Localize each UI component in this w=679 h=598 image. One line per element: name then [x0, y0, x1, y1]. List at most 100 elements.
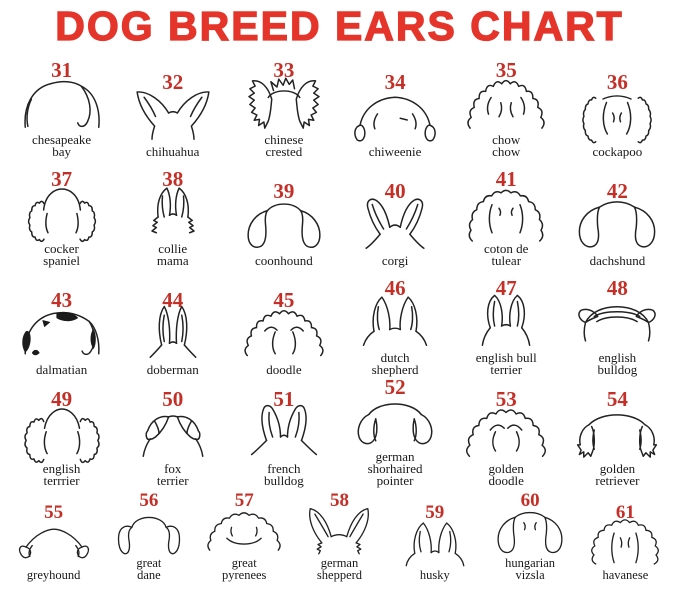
breed-cell-44: 44 doberman: [117, 267, 228, 378]
chart-row-4: 49 english terrrier 50 fox terrier 51 french bul…: [6, 376, 673, 489]
chihuahua-ears-icon: [136, 91, 210, 140]
breed-cell-38: 38 collie mama: [117, 158, 228, 269]
page-title: DOG BREED EARS CHART: [55, 2, 624, 49]
greyhound-ears-icon: [18, 528, 89, 558]
breed-label: havanese: [602, 567, 649, 582]
breed-label-line: havanese: [602, 567, 649, 582]
doodle-ears-icon: [244, 309, 324, 357]
breed-label: chesapeake bay: [32, 133, 91, 159]
breed-number: 33: [273, 58, 295, 82]
breed-cell-57: 57 great pyrenees: [197, 485, 292, 583]
breed-label-line: vizsla: [515, 567, 545, 582]
breed-label-line: spaniel: [43, 253, 80, 268]
breed-number: 51: [273, 387, 295, 411]
breed-cell-61: 61 havanese: [578, 485, 673, 583]
breed-cell-51: 51 french bulldog: [228, 376, 339, 489]
breed-label: doberman: [147, 363, 199, 376]
breed-number: 37: [51, 167, 73, 191]
breed-number: 56: [139, 490, 159, 511]
breed-label: coonhound: [255, 254, 313, 267]
chart-row-2: 37 cocker spaniel 38 collie mama 39 coonhound 40…: [6, 160, 673, 269]
breed-label: hungarian vizsla: [505, 556, 556, 582]
breed-cell-33: 33 chinese crested: [228, 49, 339, 160]
coton-de-tulear-ears-icon: [468, 189, 544, 242]
breed-label-line: terrier: [156, 473, 189, 488]
breed-label: dachshund: [590, 254, 646, 267]
breed-cell-49: 49 english terrrier: [6, 376, 117, 489]
breed-label-line: french: [267, 461, 301, 476]
breed-number: 53: [495, 387, 517, 411]
breed-label: french bulldog: [264, 461, 304, 488]
breed-number: 58: [329, 490, 349, 511]
breed-number: 41: [495, 167, 517, 191]
cocker-spaniel-ears-icon: [27, 188, 96, 243]
breed-number: 31: [51, 58, 73, 82]
breed-label-line: german: [375, 449, 415, 464]
breed-cell-59: 59 husky: [387, 485, 482, 583]
corgi-ears-icon: [365, 198, 425, 249]
breed-label-line: bulldog: [597, 362, 638, 377]
breed-number: 42: [606, 179, 628, 203]
breed-number: 55: [44, 501, 64, 523]
breed-label: dalmatian: [35, 362, 88, 377]
hungarian-vizsla-ears-icon: [497, 511, 563, 554]
breed-label-line: chow: [492, 132, 521, 147]
golden-doodle-ears-icon: [466, 409, 547, 457]
breed-label-line: husky: [419, 567, 450, 582]
breed-cell-31: 31 chesapeake bay: [6, 49, 117, 160]
french-bulldog-ears-icon: [250, 404, 318, 456]
havanese-ears-icon: [591, 518, 660, 565]
cockapoo-ears-icon: [582, 95, 653, 144]
breed-label: chiweenie: [369, 145, 422, 158]
great-pyrenees-ears-icon: [207, 512, 281, 551]
breed-number: 59: [425, 501, 445, 523]
breed-label-line: chihuahua: [146, 144, 200, 159]
breed-label-line: collie: [158, 241, 188, 256]
chart-row-5: 55 greyhound 56 great dane 57 great pyrenees 58 g…: [6, 487, 673, 583]
german-shepperd-ears-icon: [309, 508, 370, 555]
doberman-ears-icon: [149, 305, 197, 358]
breed-cell-35: 35 chow chow: [451, 49, 562, 160]
chiweenie-ears-icon: [354, 96, 436, 142]
breed-cell-48: 48 english bulldog: [562, 267, 673, 378]
breed-label-line: terrrier: [43, 473, 80, 488]
breed-label: golden retriever: [595, 462, 639, 487]
breed-label-line: bulldog: [264, 473, 304, 488]
breed-cell-46: 46 dutch shepherd: [339, 267, 450, 378]
breed-label: german shorhaired pointer: [368, 449, 423, 488]
breed-label-line: golden: [488, 461, 524, 476]
breed-label-line: english bull: [475, 350, 537, 365]
breed-label: doodle: [266, 362, 302, 377]
breed-number: 50: [162, 387, 184, 411]
breed-label-line: chow: [492, 144, 521, 159]
breed-label: collie mama: [156, 241, 189, 268]
breed-number: 43: [51, 288, 73, 312]
breed-label-line: dalmatian: [35, 362, 88, 377]
breed-number: 32: [162, 70, 184, 94]
breed-number: 48: [606, 276, 628, 300]
breed-label-line: pointer: [376, 473, 414, 488]
breed-cell-45: 45 doodle: [228, 267, 339, 378]
breed-number: 49: [51, 387, 73, 411]
breed-cell-40: 40 corgi: [339, 158, 450, 269]
breed-cell-47: 47 english bull terrier: [451, 267, 562, 378]
breed-label-line: doodle: [488, 473, 524, 488]
ears-chart-grid: 31 chesapeake bay 32 chihuahua 33 chinese crest…: [0, 51, 679, 583]
breed-cell-50: 50 fox terrier: [117, 376, 228, 489]
breed-label: german shepperd: [317, 556, 362, 581]
breed-label-line: doodle: [266, 362, 302, 377]
breed-cell-43: 43 dalmatian: [6, 267, 117, 378]
coonhound-ears-icon: [247, 203, 321, 248]
breed-label-line: greyhound: [26, 567, 81, 582]
breed-label-line: mama: [156, 253, 189, 268]
breed-label-line: cocker: [44, 241, 79, 256]
breed-label-line: german: [320, 556, 359, 570]
breed-cell-32: 32 chihuahua: [117, 49, 228, 160]
breed-label-line: hungarian: [505, 556, 556, 570]
breed-label: chow chow: [492, 132, 521, 159]
breed-label-line: crested: [265, 144, 303, 159]
breed-cell-39: 39 coonhound: [228, 158, 339, 269]
collie-mama-ears-icon: [150, 187, 195, 234]
breed-label-line: bay: [52, 144, 71, 159]
breed-number: 57: [234, 490, 254, 511]
